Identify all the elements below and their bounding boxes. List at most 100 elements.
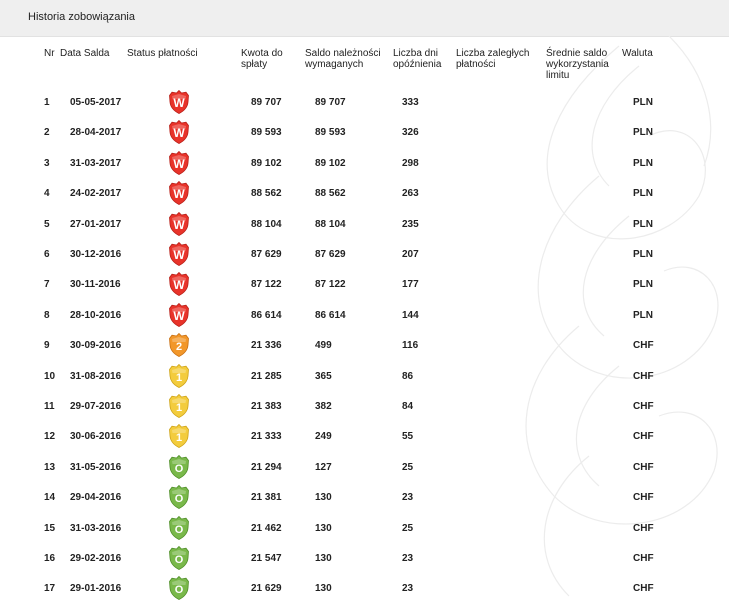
col-header-currency: Waluta: [622, 48, 653, 59]
cell-due: 87 629: [315, 249, 346, 260]
cell-amount: 21 294: [251, 461, 282, 473]
cell-date: 30-06-2016: [70, 431, 122, 443]
cell-due: 127: [315, 461, 332, 473]
cell-date: 29-04-2016: [70, 492, 122, 504]
table-row: 17 29-01-2016 21 629 130 23 CHF O: [0, 576, 729, 613]
cell-date: 31-08-2016: [70, 370, 122, 382]
section-title: Historia zobowiązania: [28, 11, 135, 23]
status-badge-label: W: [173, 187, 185, 201]
cell-due: 89 707: [315, 97, 346, 108]
cell-days: 55: [402, 431, 414, 443]
col-header-date: Data Salda: [60, 48, 110, 59]
cell-nr: 15: [44, 522, 56, 534]
col-header-amount: Kwota do spłaty: [241, 48, 283, 70]
cell-days: 333: [402, 97, 419, 108]
status-badge-label: O: [175, 584, 184, 596]
cell-due: 87 122: [315, 279, 346, 291]
cell-date: 28-04-2017: [70, 127, 122, 139]
table-row: 10 31-08-2016 21 285 365 86 CHF 1: [0, 363, 729, 401]
cell-due: 89 593: [315, 127, 346, 139]
cell-currency: PLN: [633, 157, 653, 169]
cell-nr: 7: [44, 279, 50, 291]
status-badge-icon: O: [169, 454, 189, 479]
cell-currency: PLN: [633, 309, 653, 321]
status-badge-icon: W: [169, 302, 189, 327]
cell-currency: CHF: [633, 431, 654, 443]
cell-date: 30-09-2016: [70, 340, 122, 352]
table-row: 13 31-05-2016 21 294 127 25 CHF O: [0, 454, 729, 492]
cell-amount: 21 383: [251, 401, 282, 412]
status-badge-label: O: [175, 463, 184, 475]
cell-date: 27-01-2017: [70, 218, 122, 230]
status-badge-icon: W: [169, 211, 189, 236]
cell-currency: PLN: [633, 127, 653, 139]
status-badge-label: W: [173, 96, 185, 110]
cell-days: 84: [402, 401, 414, 412]
table-row: 2 28-04-2017 89 593 89 593 326 PLN W: [0, 120, 729, 157]
cell-currency: PLN: [633, 218, 653, 230]
cell-due: 365: [315, 370, 332, 382]
cell-date: 29-07-2016: [70, 401, 122, 412]
status-badge-label: W: [173, 218, 185, 232]
status-badge-icon: O: [169, 545, 189, 570]
cell-amount: 21 333: [251, 431, 282, 443]
cell-nr: 5: [44, 218, 50, 230]
cell-currency: CHF: [633, 522, 654, 534]
status-badge-icon: 1: [169, 363, 189, 388]
cell-date: 31-03-2016: [70, 522, 122, 534]
cell-date: 30-12-2016: [70, 249, 122, 260]
cell-amount: 87 629: [251, 249, 282, 260]
status-badge-icon: O: [169, 576, 189, 601]
table-row: 12 30-06-2016 21 333 249 55 CHF 1: [0, 424, 729, 461]
status-badge-icon: W: [169, 150, 189, 175]
col-header-nr: Nr: [44, 48, 55, 59]
status-badge-icon: W: [169, 241, 189, 266]
cell-currency: PLN: [633, 97, 653, 108]
status-badge-icon: W: [169, 120, 189, 145]
table-row: 14 29-04-2016 21 381 130 23 CHF O: [0, 485, 729, 522]
col-header-due: Saldo należności wymaganych: [305, 48, 381, 70]
cell-date: 30-11-2016: [70, 279, 121, 291]
cell-nr: 11: [44, 401, 55, 412]
cell-amount: 89 593: [251, 127, 282, 139]
cell-currency: CHF: [633, 583, 654, 595]
cell-due: 88 562: [315, 188, 346, 200]
table-row: 6 30-12-2016 87 629 87 629 207 PLN W: [0, 241, 729, 279]
cell-nr: 3: [44, 157, 50, 169]
cell-amount: 21 629: [251, 583, 282, 595]
cell-currency: CHF: [633, 553, 654, 564]
cell-nr: 12: [44, 431, 56, 443]
cell-amount: 89 707: [251, 97, 282, 108]
cell-nr: 4: [44, 188, 50, 200]
table-row: 7 30-11-2016 87 122 87 122 177 PLN W: [0, 272, 729, 309]
cell-currency: CHF: [633, 461, 654, 473]
status-badge-label: 1: [176, 432, 182, 444]
col-header-avg: Średnie saldo wykorzystania limitu: [546, 48, 609, 81]
cell-nr: 14: [44, 492, 56, 504]
table-row: 5 27-01-2017 88 104 88 104 235 PLN W: [0, 211, 729, 249]
col-header-overdue: Liczba zaległych płatności: [456, 48, 530, 70]
status-badge-label: W: [173, 157, 185, 171]
cell-currency: PLN: [633, 249, 653, 260]
cell-nr: 17: [44, 583, 56, 595]
cell-due: 86 614: [315, 309, 346, 321]
cell-nr: 2: [44, 127, 50, 139]
cell-amount: 21 547: [251, 553, 282, 564]
cell-days: 86: [402, 370, 414, 382]
cell-days: 177: [402, 279, 419, 291]
cell-amount: 21 285: [251, 370, 282, 382]
cell-amount: 88 104: [251, 218, 282, 230]
cell-nr: 13: [44, 461, 56, 473]
cell-amount: 87 122: [251, 279, 282, 291]
table-row: 3 31-03-2017 89 102 89 102 298 PLN W: [0, 150, 729, 188]
status-badge-label: O: [175, 524, 184, 536]
cell-due: 382: [315, 401, 332, 412]
status-badge-icon: W: [169, 272, 189, 297]
cell-nr: 1: [44, 97, 50, 108]
cell-amount: 86 614: [251, 309, 282, 321]
cell-currency: PLN: [633, 279, 653, 291]
cell-days: 116: [402, 340, 419, 352]
cell-days: 326: [402, 127, 419, 139]
cell-date: 29-02-2016: [70, 553, 122, 564]
cell-days: 25: [402, 461, 414, 473]
